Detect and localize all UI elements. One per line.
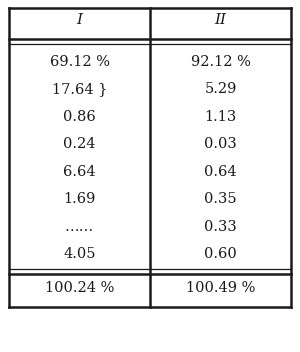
Text: 100.49 %: 100.49 %	[186, 281, 255, 295]
Text: 92.12 %: 92.12 %	[190, 55, 250, 69]
Text: 1.69: 1.69	[63, 193, 96, 206]
Text: I: I	[76, 13, 82, 27]
Text: 69.12 %: 69.12 %	[50, 55, 110, 69]
Text: 6.64: 6.64	[63, 165, 96, 179]
Text: 0.60: 0.60	[204, 247, 237, 262]
Text: 0.64: 0.64	[204, 165, 237, 179]
Text: 5.29: 5.29	[204, 82, 237, 96]
Text: 0.33: 0.33	[204, 220, 237, 234]
Text: 17.64 }: 17.64 }	[52, 82, 107, 96]
Text: 100.24 %: 100.24 %	[45, 281, 114, 295]
Text: 0.03: 0.03	[204, 137, 237, 151]
Text: 0.24: 0.24	[63, 137, 96, 151]
Text: II: II	[214, 13, 226, 27]
Text: alamy - PFTPHC: alamy - PFTPHC	[100, 325, 200, 338]
Text: 4.05: 4.05	[63, 247, 96, 262]
Text: 0.35: 0.35	[204, 193, 237, 206]
Text: 0.86: 0.86	[63, 110, 96, 124]
Text: ……: ……	[65, 220, 94, 234]
Text: 1.13: 1.13	[204, 110, 237, 124]
